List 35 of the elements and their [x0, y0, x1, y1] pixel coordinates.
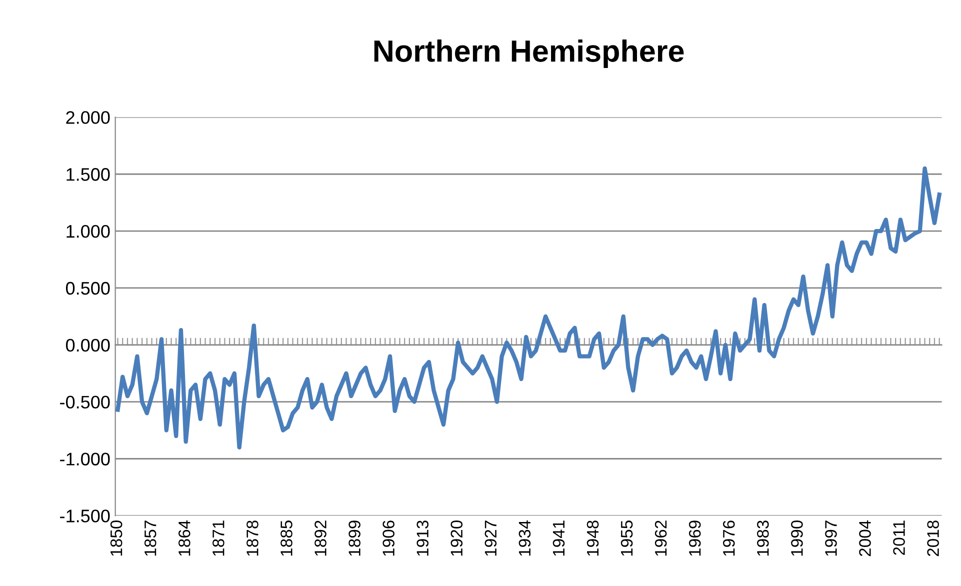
- x-tick-label: 2004: [859, 520, 871, 556]
- x-tick-label: 1969: [688, 520, 701, 556]
- x-tick-label: 1955: [620, 520, 633, 556]
- y-tick-label: -1.000: [60, 452, 110, 466]
- x-tick-label: 1885: [280, 520, 292, 556]
- x-tick-label: 1920: [450, 520, 463, 556]
- y-tick-label: 0.500: [66, 282, 110, 295]
- x-tick-label: 1927: [484, 520, 497, 556]
- x-tick-label: 1864: [178, 520, 190, 556]
- x-tick-label: 1962: [654, 520, 667, 556]
- y-tick-label: 1.500: [66, 168, 110, 181]
- x-tick-label: 2011: [893, 520, 905, 555]
- x-tick-label: 1899: [348, 520, 360, 556]
- y-tick-label: -1.500: [60, 510, 110, 522]
- line-series: [116, 166, 942, 450]
- x-tick-label: 1934: [518, 520, 531, 556]
- x-tick-label: 1871: [212, 520, 224, 556]
- y-tick-label: -0.500: [60, 396, 110, 409]
- x-tick-label: 1906: [382, 520, 394, 556]
- x-tick-label: 1997: [825, 520, 837, 556]
- chart-title: Northern Hemisphere: [374, 40, 684, 68]
- x-tick-label: 1983: [757, 520, 769, 556]
- x-tick-label: 1990: [791, 520, 803, 556]
- y-tick-label: 2.000: [66, 111, 110, 124]
- x-tick-label: 1976: [722, 520, 735, 556]
- x-tick-label: 1850: [110, 520, 122, 556]
- x-tick-label: 1857: [144, 520, 156, 556]
- x-tick-label: 1941: [552, 520, 565, 556]
- x-tick-label: 2018: [927, 520, 939, 556]
- x-tick-label: 1878: [246, 520, 258, 556]
- x-tick-label: 1913: [416, 520, 428, 556]
- y-tick-label: 1.000: [66, 224, 110, 238]
- x-tick-label: 1892: [314, 520, 326, 556]
- x-tick-label: 1948: [586, 520, 599, 556]
- y-tick-label: 0.000: [66, 338, 110, 352]
